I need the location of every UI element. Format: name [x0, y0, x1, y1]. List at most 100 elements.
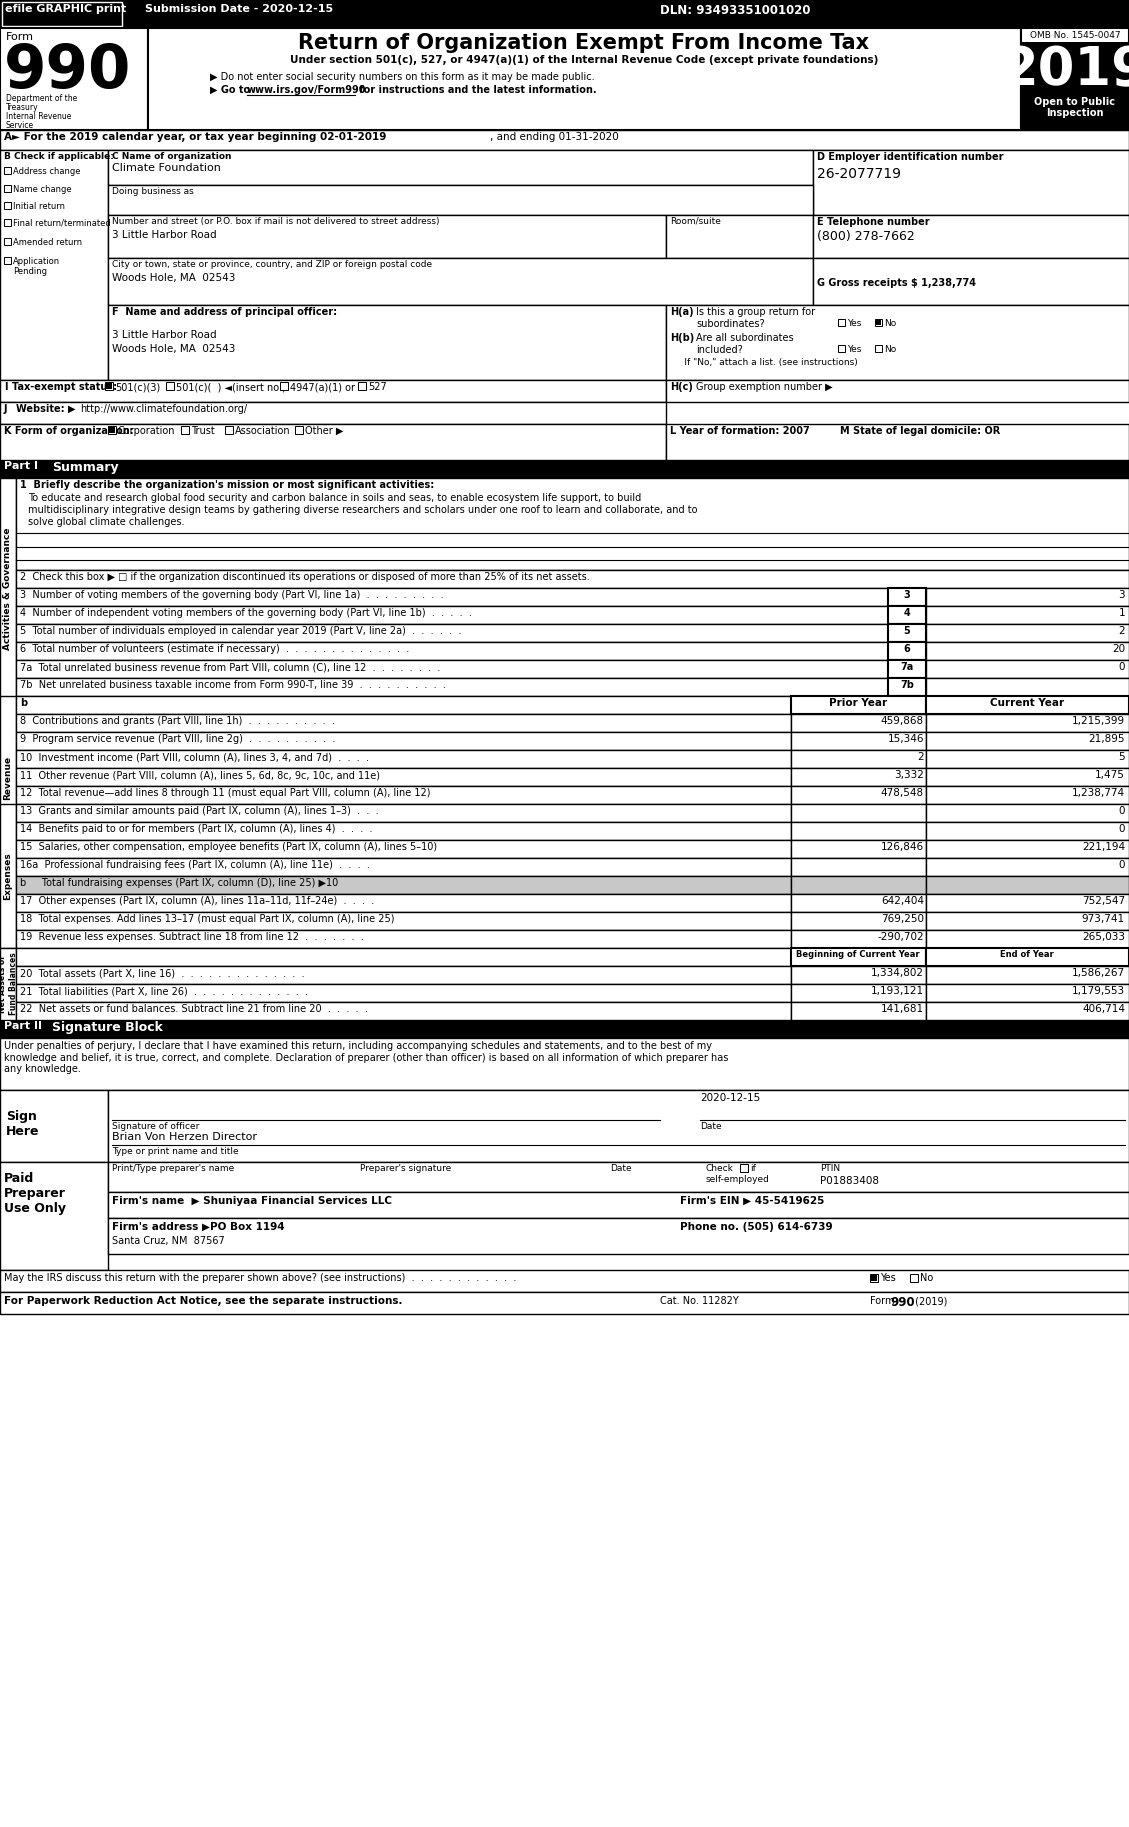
Text: 19  Revenue less expenses. Subtract line 18 from line 12  .  .  .  .  .  .  .: 19 Revenue less expenses. Subtract line … [20, 932, 364, 943]
Bar [0, 696, 16, 861]
Bar [106, 384, 112, 389]
Text: 1,179,553: 1,179,553 [1071, 987, 1124, 996]
Text: 7a  Total unrelated business revenue from Part VIII, column (C), line 12  .  .  : 7a Total unrelated business revenue from… [20, 661, 440, 672]
Text: Woods Hole, MA  02543: Woods Hole, MA 02543 [112, 343, 235, 354]
Bar [926, 751, 1129, 767]
Text: 16a  Professional fundraising fees (Part IX, column (A), line 11e)  .  .  .  .: 16a Professional fundraising fees (Part … [20, 861, 370, 870]
Text: Yes: Yes [879, 1273, 895, 1283]
Text: 17  Other expenses (Part IX, column (A), lines 11a–11d, 11f–24e)  .  .  .  .: 17 Other expenses (Part IX, column (A), … [20, 895, 374, 906]
Bar [889, 588, 926, 607]
Text: H(c): H(c) [669, 382, 693, 393]
Text: 1,334,802: 1,334,802 [870, 968, 924, 977]
Text: 2: 2 [1119, 627, 1124, 636]
Bar [0, 1019, 1129, 1038]
Text: 6: 6 [903, 643, 910, 654]
Text: solve global climate challenges.: solve global climate challenges. [28, 517, 184, 526]
Text: 973,741: 973,741 [1082, 914, 1124, 924]
Bar [0, 1162, 108, 1270]
Text: B Check if applicable:: B Check if applicable: [5, 152, 114, 161]
Text: ▶ Do not enter social security numbers on this form as it may be made public.: ▶ Do not enter social security numbers o… [210, 71, 595, 82]
Bar [16, 912, 791, 930]
Bar [926, 588, 1129, 607]
Text: 20: 20 [1112, 643, 1124, 654]
Text: (800) 278-7662: (800) 278-7662 [817, 230, 914, 243]
Text: P01883408: P01883408 [820, 1177, 879, 1186]
Text: C Name of organization: C Name of organization [112, 152, 231, 161]
Bar [926, 714, 1129, 733]
Text: , and ending 01-31-2020: , and ending 01-31-2020 [490, 132, 619, 143]
Text: If "No," attach a list. (see instructions): If "No," attach a list. (see instruction… [669, 358, 858, 367]
Text: 20  Total assets (Part X, line 16)  .  .  .  .  .  .  .  .  .  .  .  .  .  .: 20 Total assets (Part X, line 16) . . . … [20, 968, 305, 977]
Bar [16, 696, 1129, 714]
Bar [1021, 42, 1129, 130]
Text: Return of Organization Exempt From Income Tax: Return of Organization Exempt From Incom… [298, 33, 869, 53]
Bar [926, 696, 1129, 714]
Text: subordinates?: subordinates? [695, 320, 764, 329]
Bar [791, 859, 926, 875]
Bar [0, 27, 1129, 130]
Bar [791, 948, 926, 966]
Text: 2: 2 [918, 753, 924, 762]
Text: 3 Little Harbor Road: 3 Little Harbor Road [112, 230, 217, 239]
Bar [148, 27, 1021, 130]
Bar [889, 625, 926, 641]
Text: Date: Date [610, 1164, 631, 1173]
Bar [16, 966, 791, 985]
Text: Signature Block: Signature Block [52, 1021, 163, 1034]
Text: Yes: Yes [847, 345, 861, 354]
Text: 21  Total liabilities (Part X, line 26)  .  .  .  .  .  .  .  .  .  .  .  .  .: 21 Total liabilities (Part X, line 26) .… [20, 987, 308, 996]
Text: 459,868: 459,868 [881, 716, 924, 725]
Text: 22  Net assets or fund balances. Subtract line 21 from line 20  .  .  .  .  .: 22 Net assets or fund balances. Subtract… [20, 1005, 368, 1014]
Text: 0: 0 [1119, 861, 1124, 870]
Text: H(a): H(a) [669, 307, 693, 318]
Bar [926, 840, 1129, 859]
Text: b     Total fundraising expenses (Part IX, column (D), line 25) ▶10: b Total fundraising expenses (Part IX, c… [20, 879, 339, 888]
Text: Under penalties of perjury, I declare that I have examined this return, includin: Under penalties of perjury, I declare th… [5, 1041, 728, 1074]
Text: Form: Form [6, 33, 34, 42]
Text: 1,238,774: 1,238,774 [1071, 787, 1124, 798]
Text: 1  Briefly describe the organization's mission or most significant activities:: 1 Briefly describe the organization's mi… [20, 481, 435, 490]
Text: Santa Cruz, NM  87567: Santa Cruz, NM 87567 [112, 1237, 225, 1246]
Text: Number and street (or P.O. box if mail is not delivered to street address): Number and street (or P.O. box if mail i… [112, 217, 439, 227]
Text: 7a: 7a [900, 661, 913, 672]
Text: Expenses: Expenses [3, 851, 12, 901]
Bar [108, 1191, 1129, 1219]
Text: 2  Check this box ▶ □ if the organization discontinued its operations or dispose: 2 Check this box ▶ □ if the organization… [20, 572, 589, 583]
Bar [16, 1001, 791, 1019]
Text: http://www.climatefoundation.org/: http://www.climatefoundation.org/ [80, 404, 247, 415]
Text: Cat. No. 11282Y: Cat. No. 11282Y [660, 1295, 738, 1306]
Text: 3 Little Harbor Road: 3 Little Harbor Road [112, 331, 217, 340]
Bar [108, 185, 813, 216]
Text: Is this a group return for: Is this a group return for [695, 307, 815, 318]
Text: 642,404: 642,404 [881, 895, 924, 906]
Text: 12  Total revenue—add lines 8 through 11 (must equal Part VIII, column (A), line: 12 Total revenue—add lines 8 through 11 … [20, 787, 430, 798]
Text: G Gross receipts $ 1,238,774: G Gross receipts $ 1,238,774 [817, 278, 975, 289]
Bar [108, 305, 666, 380]
Text: Phone no. (505) 614-6739: Phone no. (505) 614-6739 [680, 1222, 832, 1231]
Bar [791, 966, 926, 985]
Bar [791, 912, 926, 930]
Bar [16, 660, 889, 678]
Text: Current Year: Current Year [990, 698, 1064, 709]
Bar [16, 607, 889, 625]
Text: Service: Service [6, 121, 34, 130]
Text: 3: 3 [1119, 590, 1124, 599]
Bar [926, 786, 1129, 804]
Bar [875, 345, 882, 353]
Text: Summary: Summary [52, 460, 119, 473]
Bar [16, 804, 791, 822]
Text: For Paperwork Reduction Act Notice, see the separate instructions.: For Paperwork Reduction Act Notice, see … [5, 1295, 403, 1306]
Text: Open to Public: Open to Public [1034, 97, 1115, 108]
Bar [0, 1091, 108, 1162]
Text: 5  Total number of individuals employed in calendar year 2019 (Part V, line 2a) : 5 Total number of individuals employed i… [20, 627, 462, 636]
Text: Are all subordinates: Are all subordinates [695, 333, 794, 343]
Bar [108, 1091, 1129, 1162]
Bar [16, 570, 1129, 588]
Text: Type or print name and title: Type or print name and title [112, 1147, 238, 1156]
Text: 6  Total number of volunteers (estimate if necessary)  .  .  .  .  .  .  .  .  .: 6 Total number of volunteers (estimate i… [20, 643, 409, 654]
Bar [105, 382, 113, 389]
Bar [889, 607, 926, 625]
Text: 15  Salaries, other compensation, employee benefits (Part IX, column (A), lines : 15 Salaries, other compensation, employe… [20, 842, 437, 851]
Text: Print/Type preparer's name: Print/Type preparer's name [112, 1164, 234, 1173]
Text: Firm's address ▶PO Box 1194: Firm's address ▶PO Box 1194 [112, 1222, 285, 1231]
